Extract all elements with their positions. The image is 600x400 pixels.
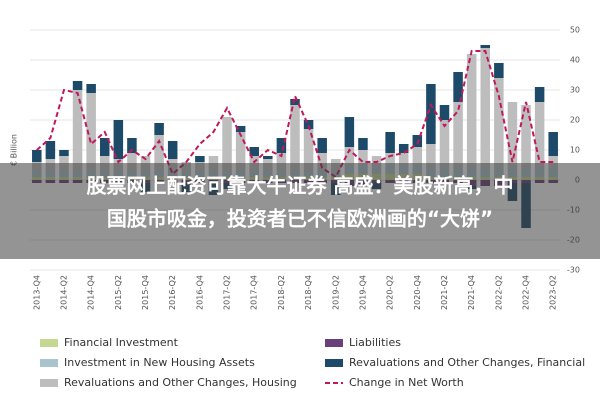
x-tick-label: 2019-Q2 bbox=[331, 275, 340, 310]
bar bbox=[290, 99, 300, 105]
bar bbox=[534, 87, 545, 102]
bar bbox=[480, 48, 491, 168]
legend-swatch bbox=[325, 339, 343, 347]
x-tick-label: 2013-Q4 bbox=[32, 275, 41, 310]
bar bbox=[303, 120, 314, 129]
legend-swatch bbox=[40, 359, 58, 367]
bar bbox=[534, 102, 545, 168]
bar bbox=[59, 150, 69, 156]
x-tick-label: 2023-Q2 bbox=[549, 275, 558, 310]
bar bbox=[154, 123, 164, 135]
bar bbox=[480, 45, 491, 48]
bar bbox=[276, 138, 287, 153]
y-axis-label: € Billion bbox=[10, 134, 19, 166]
bar bbox=[167, 141, 178, 159]
bar bbox=[263, 156, 273, 159]
x-tick-label: 2014-Q2 bbox=[59, 275, 68, 310]
bar bbox=[385, 153, 395, 165]
bar bbox=[358, 138, 368, 150]
bar bbox=[494, 78, 504, 168]
bar bbox=[127, 153, 137, 171]
bar bbox=[45, 141, 56, 159]
bar bbox=[317, 138, 327, 153]
bar bbox=[303, 129, 314, 171]
legend-label: Revaluations and Other Changes, Financia… bbox=[349, 356, 585, 369]
legend-label: Investment in New Housing Assets bbox=[64, 356, 255, 369]
bar bbox=[344, 147, 355, 165]
bar bbox=[317, 153, 327, 171]
legend-swatch bbox=[40, 339, 58, 347]
y-tick-label: 10 bbox=[570, 146, 580, 155]
bar bbox=[154, 135, 164, 171]
x-tick-label: 2020-Q4 bbox=[413, 275, 422, 310]
x-tick-label: 2017-Q4 bbox=[250, 275, 259, 310]
bar bbox=[113, 120, 124, 159]
bar bbox=[453, 102, 463, 168]
bar bbox=[398, 144, 409, 153]
overlay-text: 国股市吸金，投资者已不信欧洲画的“大饼” bbox=[107, 207, 493, 231]
bar bbox=[249, 147, 259, 156]
x-tick-label: 2015-Q2 bbox=[114, 275, 123, 310]
bar bbox=[507, 102, 518, 168]
bar bbox=[86, 84, 96, 93]
y-tick-label: 20 bbox=[570, 116, 580, 125]
bar bbox=[358, 150, 368, 165]
legend-label: Change in Net Worth bbox=[349, 376, 464, 389]
legend-label: Financial Investment bbox=[64, 336, 179, 349]
x-tick-label: 2015-Q4 bbox=[141, 275, 150, 310]
bar bbox=[426, 144, 436, 168]
bar bbox=[222, 117, 232, 171]
bar bbox=[195, 156, 205, 162]
bar bbox=[32, 150, 42, 162]
overlay-banner bbox=[0, 163, 600, 259]
y-tick-label: 30 bbox=[570, 86, 580, 95]
legend-label: Liabilities bbox=[349, 336, 401, 349]
bar bbox=[72, 81, 83, 90]
bar bbox=[86, 93, 96, 171]
y-tick-label: 40 bbox=[570, 56, 580, 65]
bar bbox=[398, 153, 409, 165]
legend-label: Revaluations and Other Changes, Housing bbox=[64, 376, 297, 389]
bar bbox=[344, 117, 355, 147]
x-tick-label: 2017-Q2 bbox=[223, 275, 232, 310]
bar bbox=[521, 105, 531, 168]
bar bbox=[235, 126, 246, 132]
x-tick-label: 2016-Q4 bbox=[195, 275, 204, 310]
bar bbox=[235, 132, 246, 171]
bar bbox=[548, 132, 558, 156]
x-tick-label: 2020-Q2 bbox=[386, 275, 395, 310]
x-tick-label: 2022-Q2 bbox=[494, 275, 503, 310]
bar bbox=[99, 138, 110, 156]
bar bbox=[426, 84, 436, 144]
bar bbox=[466, 54, 477, 168]
bar bbox=[127, 138, 137, 153]
legend-swatch bbox=[40, 379, 58, 387]
x-tick-label: 2022-Q4 bbox=[522, 275, 531, 310]
y-tick-label: -30 bbox=[567, 266, 580, 275]
bar bbox=[439, 120, 450, 168]
overlay-text: 股票网上配资可靠大牛证券 高盛：美股新高，中 bbox=[87, 174, 514, 198]
bar bbox=[412, 147, 423, 165]
bar bbox=[72, 90, 83, 171]
bar bbox=[385, 132, 395, 153]
bar bbox=[276, 153, 287, 171]
bar bbox=[494, 63, 504, 78]
bar bbox=[453, 72, 463, 102]
x-tick-label: 2021-Q2 bbox=[440, 275, 449, 310]
x-tick-label: 2016-Q2 bbox=[168, 275, 177, 310]
x-tick-label: 2019-Q4 bbox=[358, 275, 367, 310]
bar bbox=[439, 105, 450, 120]
x-tick-label: 2018-Q4 bbox=[304, 275, 313, 310]
y-tick-label: 50 bbox=[570, 26, 580, 35]
x-tick-label: 2021-Q4 bbox=[467, 275, 476, 310]
x-tick-label: 2018-Q2 bbox=[277, 275, 286, 310]
bar bbox=[290, 105, 300, 171]
legend-swatch bbox=[325, 359, 343, 367]
x-tick-label: 2014-Q4 bbox=[87, 275, 96, 310]
